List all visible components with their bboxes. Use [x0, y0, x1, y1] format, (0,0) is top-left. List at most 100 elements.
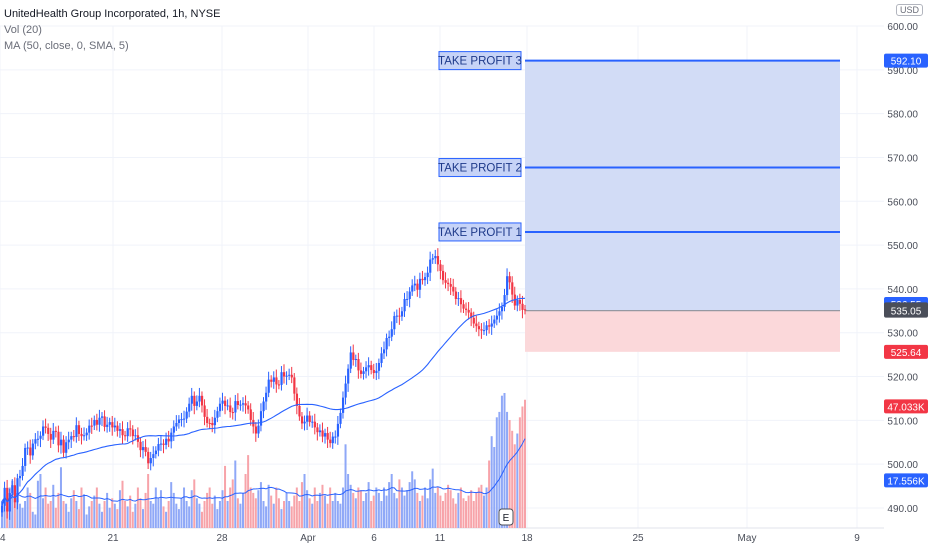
earnings-marker-label: E: [503, 513, 510, 524]
candle-body: [177, 419, 181, 423]
candle-body: [118, 429, 122, 431]
volume-bar: [277, 498, 280, 528]
symbol-title[interactable]: UnitedHealth Group Incorporated, 1h, NYS…: [4, 8, 221, 20]
volume-bar: [188, 506, 191, 528]
candle-body: [147, 451, 150, 464]
candle-body: [349, 352, 352, 369]
candle-body: [365, 367, 368, 372]
candle-body: [13, 485, 17, 503]
x-tick-label: 11: [435, 533, 446, 544]
candle-body: [224, 400, 227, 406]
candle-body: [411, 285, 414, 292]
volume-bar: [221, 490, 224, 528]
volume-bar: [11, 480, 14, 528]
candle-body: [39, 435, 42, 439]
candle-body: [434, 256, 437, 259]
candle-body: [439, 264, 442, 271]
candle-body: [521, 303, 524, 310]
volume-bar: [475, 492, 478, 528]
volume-bar: [216, 509, 219, 528]
volume-bar: [80, 487, 83, 528]
candle-body: [326, 433, 329, 440]
volume-bar: [413, 479, 416, 528]
volume-bar: [162, 506, 165, 528]
take-profit-label-box: [438, 51, 522, 71]
volume-bar: [424, 487, 427, 528]
volume-bar: [108, 507, 111, 528]
volume-bar: [513, 444, 516, 528]
volume-bar: [59, 467, 62, 528]
candle-body: [447, 282, 450, 285]
candle-body: [211, 422, 214, 426]
candle-body: [272, 377, 275, 382]
volume-bar: [318, 492, 321, 528]
candle-body: [275, 377, 278, 385]
volume-bar: [159, 490, 162, 528]
volume-bar: [408, 482, 411, 528]
volume-bar: [439, 495, 442, 528]
price-badge: [884, 344, 928, 359]
x-tick-label: Apr: [300, 533, 316, 544]
candle-body: [406, 298, 409, 300]
volume-bar: [459, 487, 462, 528]
candle-body: [257, 425, 260, 434]
volume-bar: [393, 492, 396, 528]
candle-body: [170, 432, 173, 442]
candle-body: [183, 418, 186, 420]
volume-bar: [206, 492, 209, 528]
volume-bar: [113, 503, 116, 528]
volume-bar: [118, 490, 121, 528]
candle-body: [393, 316, 396, 330]
volume-bar: [467, 495, 470, 528]
x-tick-label: 9: [854, 533, 860, 544]
candle-body: [62, 439, 65, 453]
volume-bar: [129, 495, 132, 528]
volume-bar: [477, 487, 480, 528]
candle-body: [247, 405, 250, 410]
volume-bar: [18, 503, 21, 528]
volume-indicator-label[interactable]: Vol (20): [4, 24, 42, 36]
volume-bar: [257, 490, 260, 528]
candle-body: [221, 400, 224, 404]
y-tick-label: 540.00: [887, 285, 918, 296]
currency-badge[interactable]: USD: [896, 4, 924, 16]
volume-bar: [418, 501, 421, 528]
volume-bar: [229, 487, 232, 528]
volume-bar: [177, 509, 180, 528]
volume-bar: [403, 495, 406, 528]
volume-bar: [280, 509, 283, 528]
volume-bar: [331, 501, 334, 528]
candle-body: [357, 359, 360, 371]
volume-bar: [70, 498, 73, 528]
price-badge-label: 17.556K: [887, 476, 925, 487]
candle-body: [324, 433, 327, 437]
candle-body: [236, 401, 240, 406]
candle-body: [277, 384, 281, 386]
candle-body: [426, 272, 429, 278]
volume-bar: [236, 498, 239, 528]
candle-body: [162, 443, 165, 445]
volume-bar: [500, 395, 503, 528]
candle-body: [288, 374, 291, 376]
candle-body: [370, 365, 373, 370]
volume-bar: [411, 471, 414, 528]
volume-bar: [165, 511, 168, 528]
volume-bar: [72, 490, 75, 528]
candle-body: [354, 359, 357, 361]
candle-body: [213, 417, 216, 426]
candle-body: [431, 258, 434, 260]
volume-bar: [336, 501, 339, 528]
candle-body: [398, 315, 401, 317]
volume-bar: [421, 495, 424, 528]
candle-body: [154, 450, 158, 455]
volume-bar: [34, 514, 37, 528]
moving-average-label[interactable]: MA (50, close, 0, SMA, 5): [4, 40, 129, 52]
volume-bar: [49, 501, 52, 528]
x-tick-label: 21: [107, 533, 119, 544]
volume-bar: [124, 501, 127, 528]
volume-bar: [139, 498, 142, 528]
candle-body: [85, 432, 88, 436]
candle-body: [444, 280, 447, 283]
